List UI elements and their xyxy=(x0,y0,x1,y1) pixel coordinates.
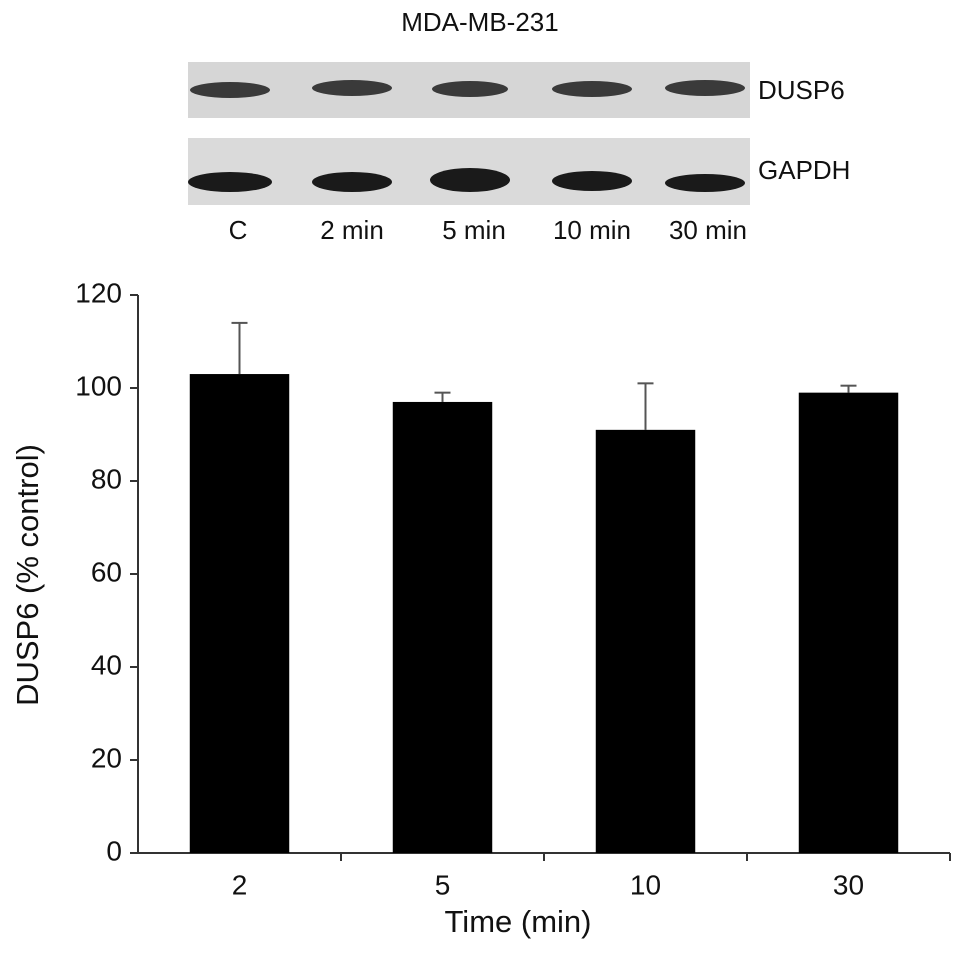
y-tick-label: 120 xyxy=(75,277,122,308)
x-tick-label: 30 xyxy=(833,869,864,900)
y-tick-label: 20 xyxy=(91,742,122,773)
bar xyxy=(189,374,290,853)
band xyxy=(665,80,745,96)
y-tick-label: 100 xyxy=(75,370,122,401)
bands xyxy=(188,168,745,192)
x-tick-label: 10 xyxy=(630,869,661,900)
blot-image xyxy=(188,62,750,205)
row-label: GAPDH xyxy=(758,155,850,185)
band xyxy=(552,171,632,191)
band xyxy=(430,168,510,192)
bar xyxy=(798,392,899,853)
y-tick-label: 60 xyxy=(91,556,122,587)
y-tick-label: 80 xyxy=(91,463,122,494)
lane-label: 30 min xyxy=(669,215,747,245)
y-axis-label: DUSP6 (% control) xyxy=(10,444,45,706)
band xyxy=(312,172,392,192)
bar xyxy=(392,401,493,853)
band xyxy=(665,174,745,192)
x-axis-label: Time (min) xyxy=(445,904,592,939)
x-tick-label: 2 xyxy=(232,869,248,900)
band xyxy=(190,82,270,98)
bands xyxy=(190,80,745,98)
blot-title: MDA-MB-231 xyxy=(401,7,558,37)
band xyxy=(312,80,392,96)
band xyxy=(432,81,508,97)
y-tick-label: 40 xyxy=(91,649,122,680)
band xyxy=(188,172,272,192)
band xyxy=(552,81,632,97)
lane-label: C xyxy=(229,215,248,245)
row-label: DUSP6 xyxy=(758,75,845,105)
y-tick-label: 0 xyxy=(106,835,122,866)
x-tick-label: 5 xyxy=(435,869,451,900)
bar xyxy=(595,429,696,853)
lane-label: 10 min xyxy=(553,215,631,245)
lane-label: 2 min xyxy=(320,215,384,245)
lane-label: 5 min xyxy=(442,215,506,245)
